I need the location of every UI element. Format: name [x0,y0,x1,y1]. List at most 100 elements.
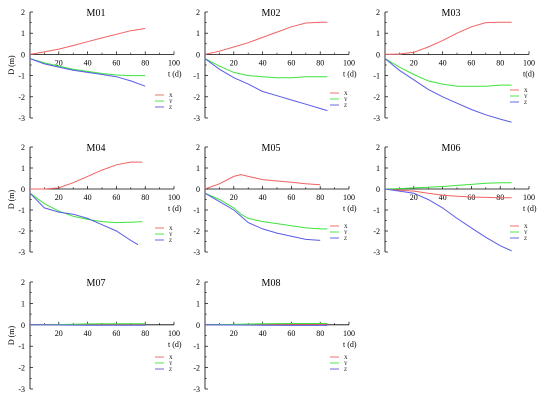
legend: XYZ [155,94,173,111]
series-line-x [29,28,146,55]
x-tick-label: 80 [316,193,324,202]
y-tick-label: -3 [18,114,25,123]
series-line-y [204,58,328,79]
legend-label: X [169,356,173,361]
x-tick-label: 60 [287,329,295,338]
y-tick-label: -2 [373,227,380,236]
panel-title: M06 [442,143,461,154]
x-tick-label: 20 [410,193,418,202]
x-tick-label: 20 [230,329,238,338]
y-tick-label: 0 [376,50,380,59]
y-tick-label: 2 [196,143,200,152]
legend: XYZ [510,225,528,242]
panel-title: M03 [442,8,461,19]
legend-label: Z [344,368,347,373]
x-axis-label: t (d) [343,204,357,213]
y-tick-label: 2 [21,8,25,17]
series-line-z [204,324,328,326]
panel-title: M07 [87,278,106,289]
series-line-y [29,192,143,224]
series-line-x [384,21,512,55]
x-tick-label: 80 [141,329,149,338]
y-tick-label: -3 [193,114,200,123]
y-tick-label: 1 [196,29,200,38]
y-tick-label: 1 [21,299,25,308]
y-tick-label: 2 [196,8,200,17]
panel-title: M04 [87,143,106,154]
x-tick-label: 100 [523,193,535,202]
legend-label: Y [524,231,528,236]
legend-label: Z [524,237,527,242]
x-axis-label: t (d) [168,340,182,349]
x-axis-label: t (d) [168,204,182,213]
x-tick-label: 40 [259,193,267,202]
panel-title: M02 [262,8,281,19]
x-tick-label: 80 [496,58,504,67]
series-line-x [204,21,328,55]
y-tick-label: -2 [193,93,200,102]
y-tick-label: -3 [18,385,25,394]
legend-label: X [524,89,528,94]
series-line-z [384,188,512,252]
legend-label: Y [344,98,348,103]
y-tick-label: -2 [18,93,25,102]
series-line-z [204,192,321,241]
legend: XYZ [510,89,528,106]
x-tick-label: 40 [259,329,267,338]
series-line-x [30,161,143,190]
legend-label: X [524,225,528,230]
x-tick-label: 80 [316,58,324,67]
y-tick-label: 0 [196,50,200,59]
series-line-z [204,58,328,112]
x-axis-label: t (d) [343,69,357,78]
legend-label: Y [344,231,348,236]
x-tick-label: 40 [439,58,447,67]
x-tick-label: 20 [55,193,63,202]
y-tick-label: -3 [373,114,380,123]
legend: XYZ [155,227,173,244]
legend-label: Y [344,362,348,367]
y-tick-label: 1 [196,164,200,173]
series-line-x [384,188,512,199]
x-axis-label: t (d) [343,340,357,349]
x-tick-label: 100 [343,58,355,67]
legend: XYZ [330,356,348,373]
y-tick-label: 0 [376,185,380,194]
legend: XYZ [330,225,348,242]
x-tick-label: 80 [316,329,324,338]
series-line-y [204,192,328,230]
legend-label: Z [524,101,527,106]
legend-label: Z [169,368,172,373]
x-tick-label: 60 [467,58,475,67]
x-tick-label: 60 [287,193,295,202]
x-tick-label: 40 [84,58,92,67]
y-axis-label: D (m) [7,55,16,75]
y-tick-label: -1 [18,342,25,351]
y-tick-label: 1 [196,299,200,308]
y-tick-label: 2 [21,143,25,152]
y-tick-label: -1 [373,72,380,81]
y-tick-label: -2 [193,364,200,373]
x-tick-label: 100 [523,58,535,67]
legend-label: X [344,92,348,97]
legend-label: Y [169,233,173,238]
x-tick-label: 100 [343,193,355,202]
y-tick-label: 0 [21,321,25,330]
y-tick-label: 2 [376,8,380,17]
legend: XYZ [330,92,348,109]
panel-m01: M01 2 1 0 -1 -2 -3 20 40 60 80 100 t (d) D (m) XYZ [7,8,182,123]
y-axis-label: D (m) [7,326,16,346]
y-tick-label: 2 [376,143,380,152]
y-tick-label: -1 [373,206,380,215]
y-tick-label: -3 [193,248,200,257]
y-tick-label: -1 [18,72,25,81]
x-tick-label: 60 [287,58,295,67]
legend-label: X [344,356,348,361]
panel-title: M01 [87,8,106,19]
y-tick-label: 0 [21,185,25,194]
x-axis-label: t(d) [523,69,535,78]
series-line-x [204,174,321,190]
y-tick-label: 2 [21,278,25,287]
y-tick-label: 1 [376,164,380,173]
